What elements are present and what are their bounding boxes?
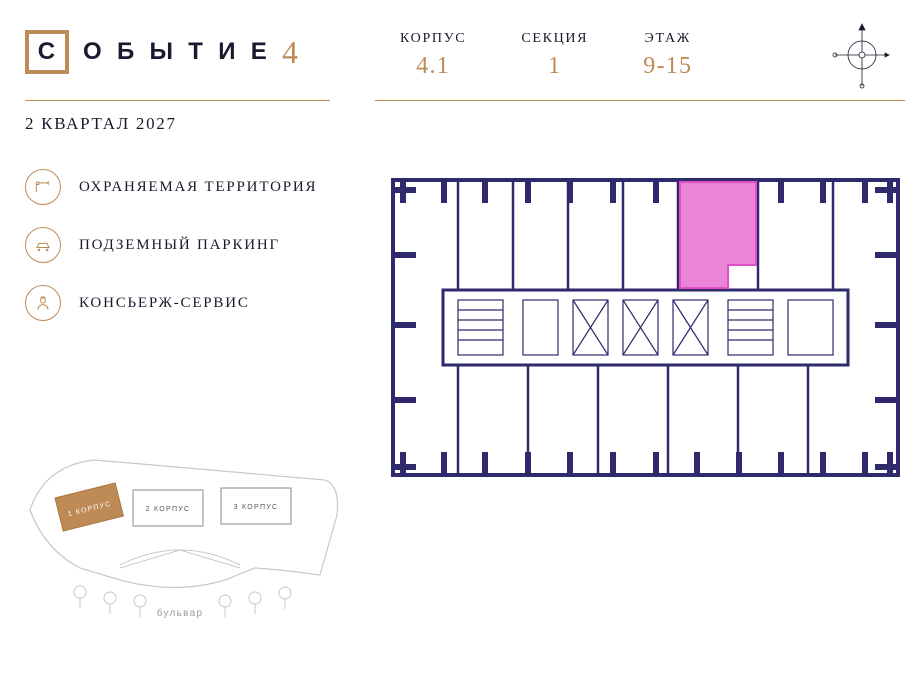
logo-letter: О bbox=[83, 38, 103, 66]
info-row: КОРПУС 4.1 СЕКЦИЯ 1 ЭТАЖ 9-15 bbox=[400, 20, 897, 90]
logo-letters: О Б Ы Т И Е bbox=[83, 38, 268, 66]
logo-letter: Е bbox=[251, 38, 268, 66]
info-label: СЕКЦИЯ bbox=[521, 31, 588, 47]
logo-letter: Т bbox=[188, 38, 204, 66]
logo-letter: Ы bbox=[149, 38, 174, 66]
car-icon bbox=[25, 227, 61, 263]
feature-label: КОНСЬЕРЖ-СЕРВИС bbox=[79, 295, 250, 312]
info-value: 9-15 bbox=[643, 53, 692, 80]
gate-icon bbox=[25, 169, 61, 205]
siteplan: 1 КОРПУС 2 КОРПУС 3 КОРПУС бульвар bbox=[25, 440, 345, 630]
logo-letter: И bbox=[218, 38, 237, 66]
info-value: 4.1 bbox=[416, 53, 450, 80]
logo-number: 4 bbox=[282, 34, 299, 71]
feature-parking: ПОДЗЕМНЫЙ ПАРКИНГ bbox=[25, 227, 330, 263]
info-section: СЕКЦИЯ 1 bbox=[521, 31, 588, 80]
logo: С О Б Ы Т И Е 4 bbox=[25, 30, 330, 74]
logo-box-letter: С bbox=[25, 30, 69, 74]
floorplan bbox=[388, 175, 903, 480]
info-value: 1 bbox=[548, 53, 561, 80]
siteplan-street-label: бульвар bbox=[157, 607, 204, 619]
feature-concierge: КОНСЬЕРЖ-СЕРВИС bbox=[25, 285, 330, 321]
concierge-icon bbox=[25, 285, 61, 321]
svg-text:2 КОРПУС: 2 КОРПУС bbox=[146, 506, 191, 513]
info-floor: ЭТАЖ 9-15 bbox=[643, 31, 692, 80]
info-label: КОРПУС bbox=[400, 31, 466, 47]
feature-gated: ОХРАНЯЕМАЯ ТЕРРИТОРИЯ bbox=[25, 169, 330, 205]
feature-label: ОХРАНЯЕМАЯ ТЕРРИТОРИЯ bbox=[79, 179, 317, 196]
logo-letter: Б bbox=[117, 38, 136, 66]
feature-label: ПОДЗЕМНЫЙ ПАРКИНГ bbox=[79, 237, 280, 254]
info-building: КОРПУС 4.1 bbox=[400, 31, 466, 80]
compass-icon bbox=[827, 20, 897, 90]
delivery-quarter: 2 КВАРТАЛ 2027 bbox=[25, 114, 330, 134]
svg-text:3 КОРПУС: 3 КОРПУС bbox=[234, 504, 279, 511]
divider bbox=[25, 100, 330, 101]
info-label: ЭТАЖ bbox=[645, 31, 691, 47]
